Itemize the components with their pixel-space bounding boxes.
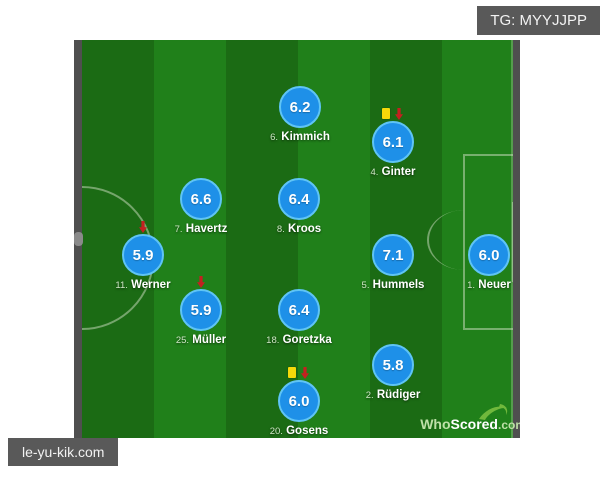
- player-surname: Neuer: [478, 279, 511, 291]
- player-name: 4. Ginter: [333, 166, 453, 178]
- horizontal-scrollbar-thumb[interactable]: [74, 232, 83, 246]
- pitch-container: 6.2 6. Kimmich 6.1 4. Ginter 6.6 7. Havertz 6.…: [74, 40, 520, 438]
- yellow-card-icon: [288, 367, 296, 378]
- player-rating: 6.6: [180, 178, 222, 220]
- player-number: 18.: [266, 335, 280, 346]
- player-number: 7.: [174, 224, 183, 235]
- player-surname: Ginter: [381, 166, 416, 178]
- player-surname: Hummels: [372, 279, 425, 291]
- player-rating: 6.1: [372, 121, 414, 163]
- player-rating: 6.4: [278, 289, 320, 331]
- player-name: 25. Müller: [141, 334, 261, 346]
- goal-line-right: [511, 40, 513, 438]
- player-badges: [240, 72, 360, 85]
- player-card-kimmich[interactable]: 6.2 6. Kimmich: [240, 72, 360, 143]
- player-rating: 6.0: [468, 234, 510, 276]
- player-name: 5. Hummels: [333, 279, 453, 291]
- player-surname: Gosens: [286, 425, 329, 437]
- substitution-off-arrow-icon: [139, 220, 147, 233]
- player-name: 8. Kroos: [239, 223, 359, 235]
- site-badge: le-yu-kik.com: [8, 438, 119, 466]
- substitution-off-arrow-icon: [395, 107, 403, 120]
- player-card-kroos[interactable]: 6.4 8. Kroos: [239, 164, 359, 235]
- player-card-muller[interactable]: 5.9 25. Müller: [141, 275, 261, 346]
- watermark-domain: .com: [497, 418, 520, 432]
- player-number: 4.: [370, 167, 379, 178]
- player-number: 5.: [361, 280, 370, 291]
- player-surname: Havertz: [185, 223, 228, 235]
- player-badges: [83, 220, 203, 233]
- player-number: 1.: [467, 280, 476, 291]
- player-name: 18. Goretzka: [239, 334, 359, 346]
- player-badges: [239, 275, 359, 288]
- player-card-havertz[interactable]: 6.6 7. Havertz: [141, 164, 261, 235]
- player-rating: 5.9: [122, 234, 164, 276]
- player-card-werner[interactable]: 5.9 11. Werner: [83, 220, 203, 291]
- player-number: 11.: [115, 280, 128, 291]
- player-name: 7. Havertz: [141, 223, 261, 235]
- player-rating: 7.1: [372, 234, 414, 276]
- player-name: 1. Neuer: [429, 279, 513, 291]
- watermark-scored: Scored: [450, 416, 498, 432]
- yellow-card-icon: [382, 108, 390, 119]
- player-rating: 5.9: [180, 289, 222, 331]
- player-card-gosens[interactable]: 6.0 20. Gosens: [239, 366, 359, 437]
- player-rating: 6.4: [278, 178, 320, 220]
- substitution-off-arrow-icon: [301, 366, 309, 379]
- player-surname: Rüdiger: [376, 389, 421, 401]
- player-number: 2.: [365, 390, 374, 401]
- whoscored-swoosh-icon: [479, 404, 508, 420]
- player-number: 8.: [276, 224, 285, 235]
- player-card-ginter[interactable]: 6.1 4. Ginter: [333, 107, 453, 178]
- player-surname: Werner: [131, 279, 171, 291]
- penalty-arc-right: [427, 210, 501, 270]
- player-surname: Kroos: [287, 223, 322, 235]
- player-badges: [429, 220, 513, 233]
- player-name: 6. Kimmich: [240, 131, 360, 143]
- player-badges: [239, 366, 359, 379]
- football-pitch: 6.2 6. Kimmich 6.1 4. Ginter 6.6 7. Havertz 6.…: [82, 40, 513, 438]
- player-badges: [239, 164, 359, 177]
- player-badges: [141, 275, 261, 288]
- player-name: 2. Rüdiger: [333, 389, 453, 401]
- player-rating: 6.2: [279, 86, 321, 128]
- watermark-who: Who: [420, 416, 451, 432]
- player-card-hummels[interactable]: 7.1 5. Hummels: [333, 220, 453, 291]
- player-rating: 5.8: [372, 344, 414, 386]
- player-surname: Kimmich: [281, 131, 330, 143]
- player-rating: 6.0: [278, 380, 320, 422]
- player-surname: Müller: [192, 334, 227, 346]
- player-card-goretzka[interactable]: 6.4 18. Goretzka: [239, 275, 359, 346]
- player-badges: [333, 107, 453, 120]
- goal-area-right: [512, 202, 513, 282]
- player-card-rudiger[interactable]: 5.8 2. Rüdiger: [333, 330, 453, 401]
- player-number: 25.: [175, 335, 190, 346]
- player-number: 6.: [270, 132, 279, 143]
- player-name: 20. Gosens: [239, 425, 359, 437]
- substitution-off-arrow-icon: [197, 275, 205, 288]
- player-name: 11. Werner: [83, 279, 203, 291]
- player-number: 20.: [269, 426, 283, 437]
- player-surname: Goretzka: [282, 334, 332, 346]
- pitch-stripe: [154, 40, 226, 438]
- tg-badge: TG: MYYJJPP: [477, 6, 600, 35]
- player-badges: [333, 330, 453, 343]
- player-card-neuer[interactable]: 6.0 1. Neuer: [429, 220, 513, 291]
